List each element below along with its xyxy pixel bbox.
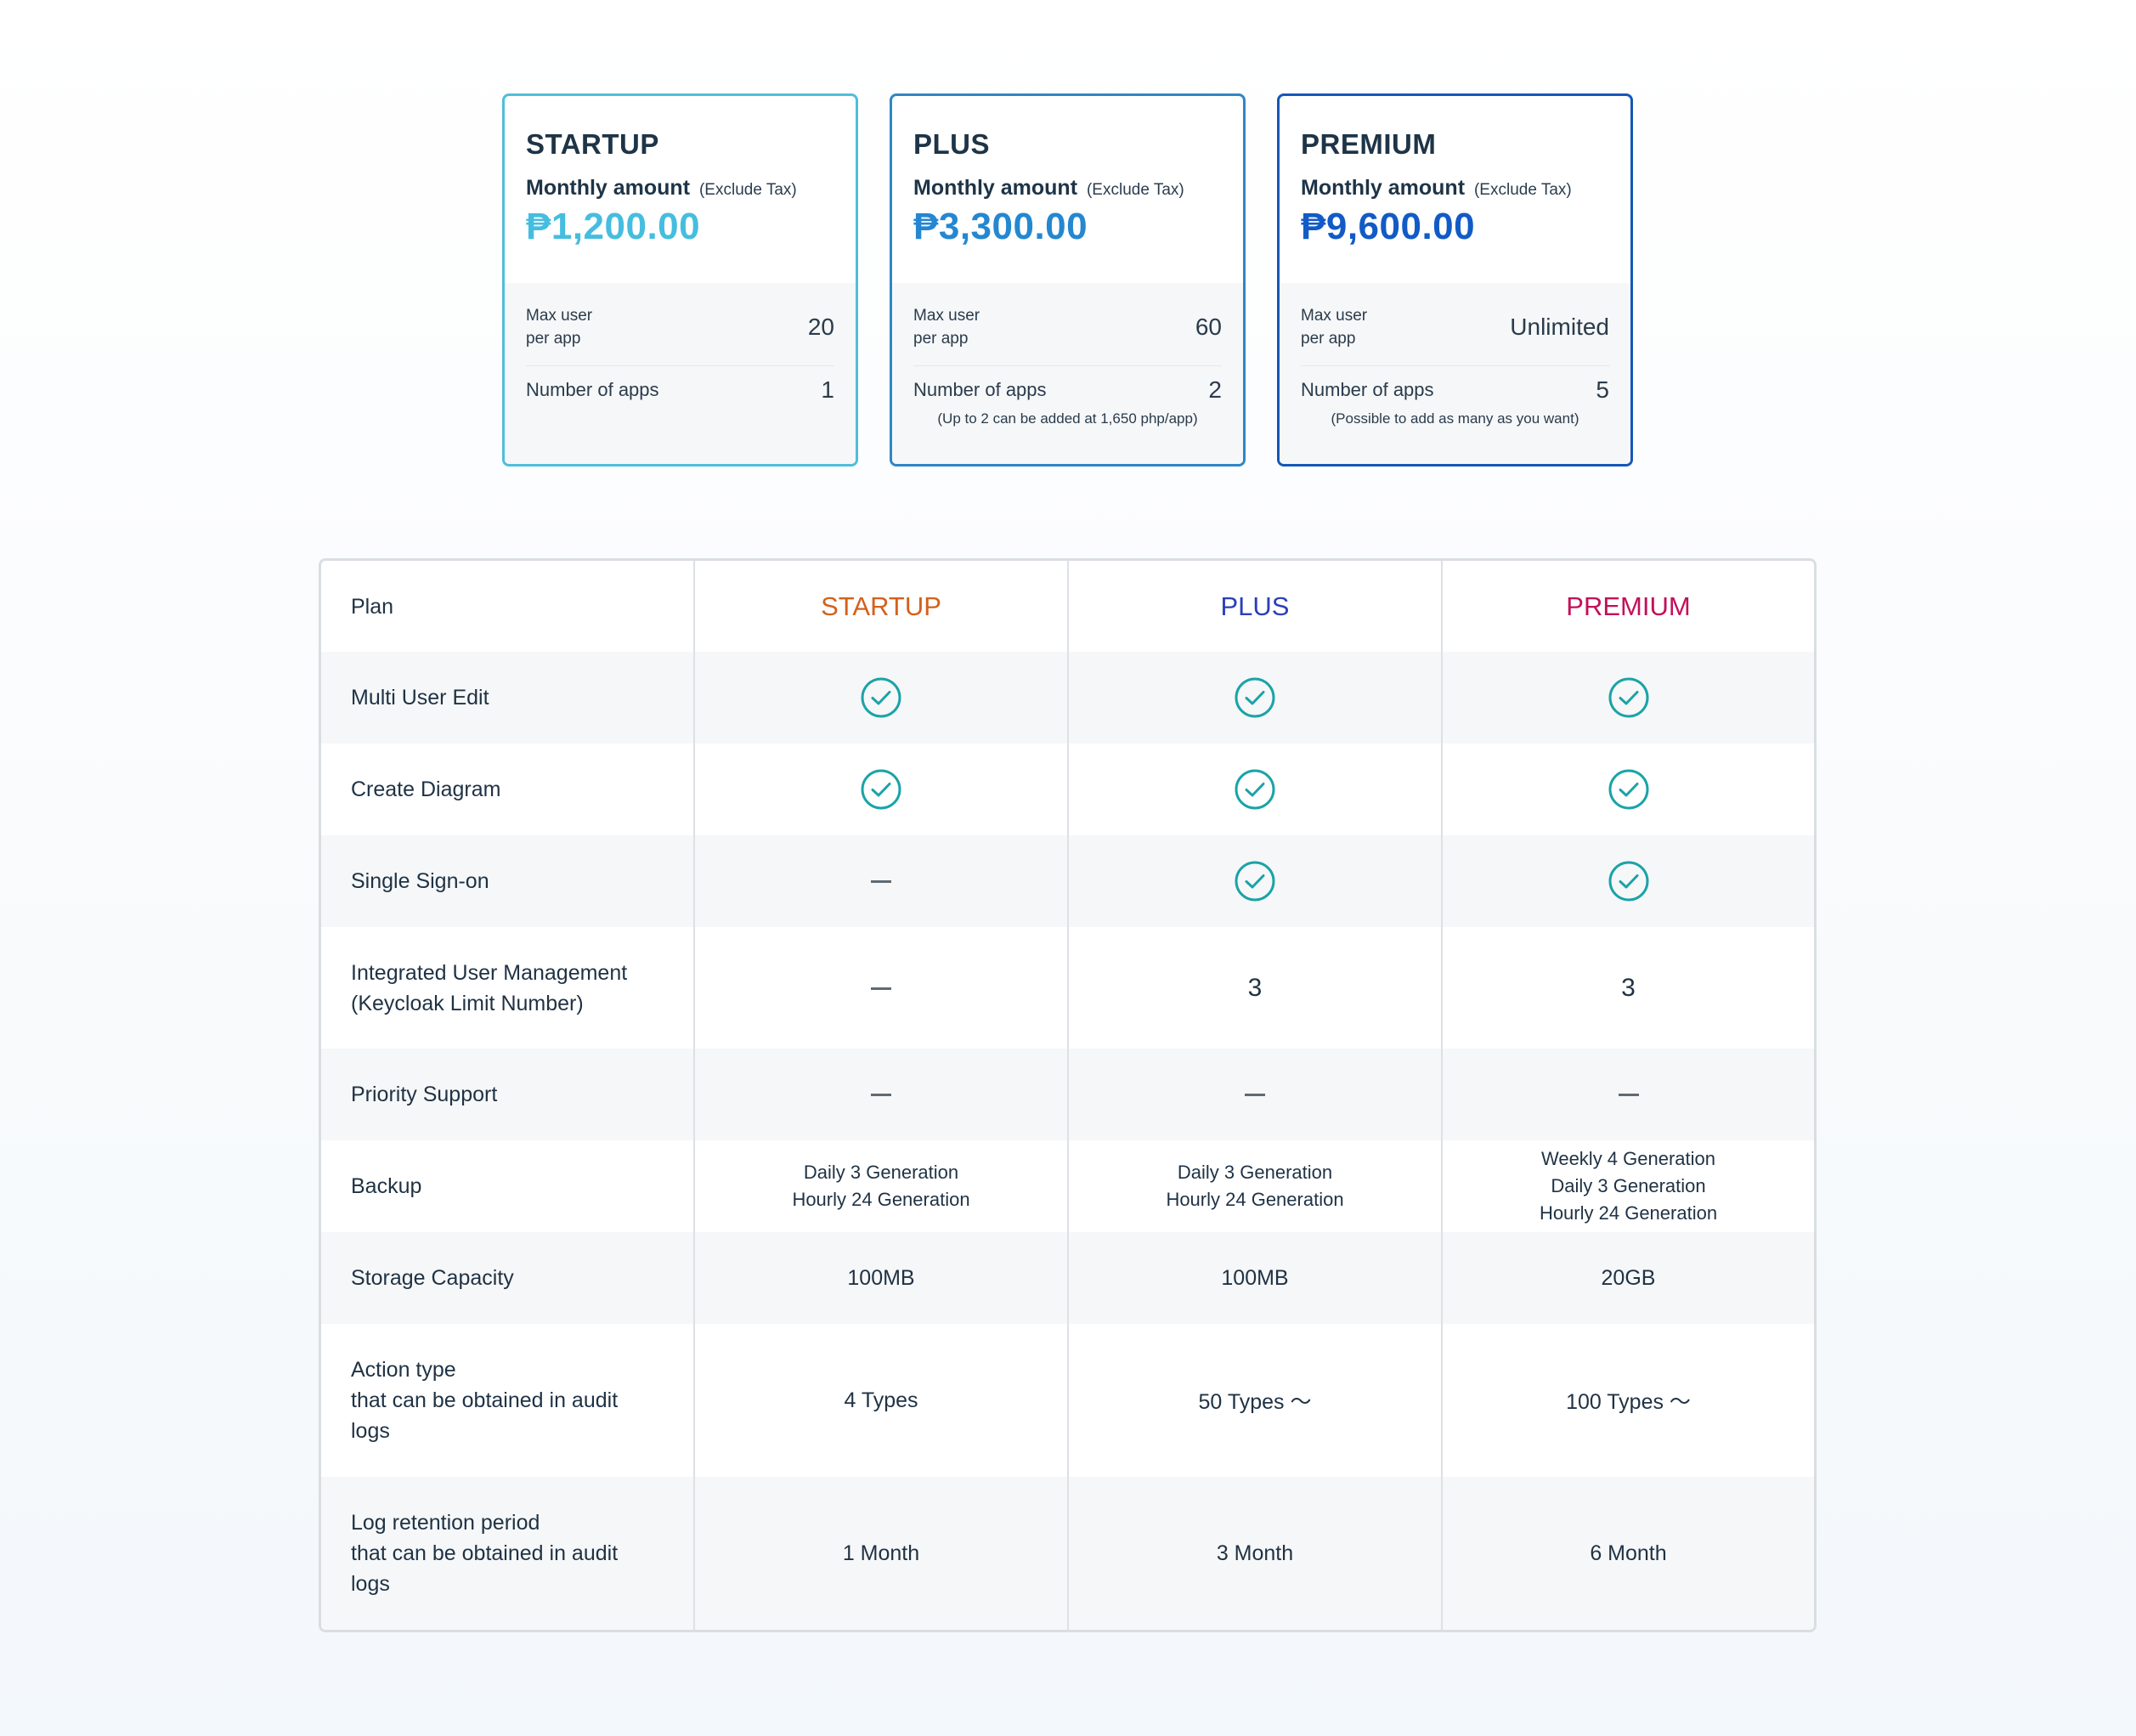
cell-plus: 3 (1068, 927, 1443, 1049)
monthly-amount-label: Monthly amount (Exclude Tax) (1301, 176, 1572, 200)
card-title: PLUS (913, 128, 991, 160)
cell-startup: 100MB (694, 1232, 1069, 1324)
cell-startup (694, 1049, 1069, 1140)
header-premium: PREMIUM (1566, 591, 1691, 621)
cell-startup (694, 652, 1069, 744)
table-row: Multi User Edit (321, 652, 1814, 744)
cell-startup: 1 Month (694, 1477, 1069, 1630)
tax-note: (Exclude Tax) (1473, 181, 1572, 199)
apps-value: 1 (821, 376, 834, 403)
row-label: Backup (321, 1140, 695, 1232)
card-plus[interactable]: PLUS Monthly amount (Exclude Tax) ₱3,300… (890, 93, 1246, 467)
header-startup: STARTUP (821, 591, 941, 621)
check-circle-icon (1608, 861, 1648, 902)
cell-premium: 100 Types 〜 (1566, 1390, 1691, 1414)
cell-premium: 20GB (1442, 1232, 1814, 1324)
comparison-table: Plan STARTUP PLUS PREMIUM Multi User Edi… (319, 558, 1817, 1632)
header-plan-label: Plan (321, 561, 695, 652)
apps-value: 2 (1208, 376, 1222, 403)
cell-startup: 4 Types (694, 1324, 1069, 1477)
row-label: Create Diagram (321, 744, 695, 835)
cell-plus (1068, 1049, 1443, 1140)
table-row: Backup Daily 3 Generation Hourly 24 Genera… (321, 1140, 1814, 1232)
cell-startup (694, 744, 1069, 835)
row-label: Log retention period that can be obtained… (321, 1477, 695, 1630)
apps-label: Number of apps (526, 379, 659, 400)
cell-plus: 3 Month (1068, 1477, 1443, 1630)
check-circle-icon (861, 769, 901, 810)
cell-premium (1442, 744, 1814, 835)
max-user-value: Unlimited (1510, 314, 1609, 340)
cell-premium (1442, 1049, 1814, 1140)
table-row: Log retention period that can be obtained… (321, 1477, 1814, 1630)
check-circle-icon (1608, 769, 1648, 810)
table-row: Create Diagram (321, 744, 1814, 835)
header-plus: PLUS (1220, 591, 1290, 621)
cell-plus: 50 Types 〜 (1068, 1324, 1443, 1477)
check-circle-icon (1235, 861, 1275, 902)
card-title: PREMIUM (1301, 128, 1437, 160)
row-label: Multi User Edit (321, 652, 695, 744)
check-circle-icon (1235, 677, 1275, 718)
max-user-label: Max user per app (913, 307, 980, 348)
check-circle-icon (1608, 677, 1648, 718)
cell-startup (694, 835, 1069, 927)
cell-premium (1442, 652, 1814, 744)
apps-label: Number of apps (913, 379, 1047, 400)
row-label: Action type that can be obtained in audit… (321, 1324, 695, 1477)
dash-icon (1245, 1094, 1265, 1097)
price: ₱9,600.00 (1301, 206, 1476, 247)
card-premium[interactable]: PREMIUM Monthly amount (Exclude Tax) ₱9,… (1277, 93, 1633, 467)
cell-plus (1068, 652, 1443, 744)
cell-plus: 100MB (1068, 1232, 1443, 1324)
monthly-amount-label: Monthly amount (Exclude Tax) (526, 176, 797, 200)
cell-startup (694, 927, 1069, 1049)
tax-note: (Exclude Tax) (1086, 181, 1184, 199)
check-circle-icon (861, 677, 901, 718)
cell-premium: Weekly 4 Generation Daily 3 Generation Hou… (1539, 1148, 1718, 1224)
max-user-label: Max user per app (1301, 307, 1368, 348)
table-row: Storage Capacity 100MB 100MB 20GB (321, 1232, 1814, 1324)
cell-premium (1442, 835, 1814, 927)
cell-premium: 3 (1621, 973, 1636, 1002)
cell-plus: Daily 3 Generation Hourly 24 Generation (1068, 1140, 1443, 1232)
apps-value: 5 (1596, 376, 1609, 403)
row-label: Priority Support (321, 1049, 695, 1140)
dash-icon (871, 987, 891, 990)
row-label: Single Sign-on (321, 835, 695, 927)
table-row: Action type that can be obtained in audit… (321, 1324, 1814, 1477)
dash-icon (871, 1094, 891, 1097)
max-user-value: 60 (1195, 314, 1222, 340)
table-header-row: Plan STARTUP PLUS PREMIUM (321, 561, 1814, 652)
cell-startup: Daily 3 Generation Hourly 24 Generation (694, 1140, 1069, 1232)
table-row: Single Sign-on (321, 835, 1814, 927)
dash-icon (1618, 1094, 1639, 1097)
price: ₱1,200.00 (526, 206, 701, 247)
price: ₱3,300.00 (913, 206, 1088, 247)
max-user-value: 20 (807, 314, 834, 340)
cell-plus (1068, 835, 1443, 927)
check-circle-icon (1235, 769, 1275, 810)
table-row: Priority Support (321, 1049, 1814, 1140)
cell-premium: 6 Month (1442, 1477, 1814, 1630)
row-label: Storage Capacity (321, 1232, 695, 1324)
max-user-label: Max user per app (526, 307, 593, 348)
apps-note: (Possible to add as many as you want) (1331, 410, 1579, 427)
pricing-cards: STARTUP Monthly amount (Exclude Tax) ₱1,… (502, 93, 1633, 467)
cell-plus (1068, 744, 1443, 835)
tax-note: (Exclude Tax) (698, 181, 797, 199)
card-title: STARTUP (526, 128, 659, 160)
apps-note: (Up to 2 can be added at 1,650 php/app) (937, 410, 1198, 427)
dash-icon (871, 880, 891, 884)
row-label: Integrated User Management (Keycloak Limi… (321, 927, 695, 1049)
apps-label: Number of apps (1301, 379, 1434, 400)
monthly-amount-label: Monthly amount (Exclude Tax) (913, 176, 1184, 200)
card-startup[interactable]: STARTUP Monthly amount (Exclude Tax) ₱1,… (502, 93, 858, 467)
table-row: Integrated User Management (Keycloak Limi… (321, 927, 1814, 1049)
